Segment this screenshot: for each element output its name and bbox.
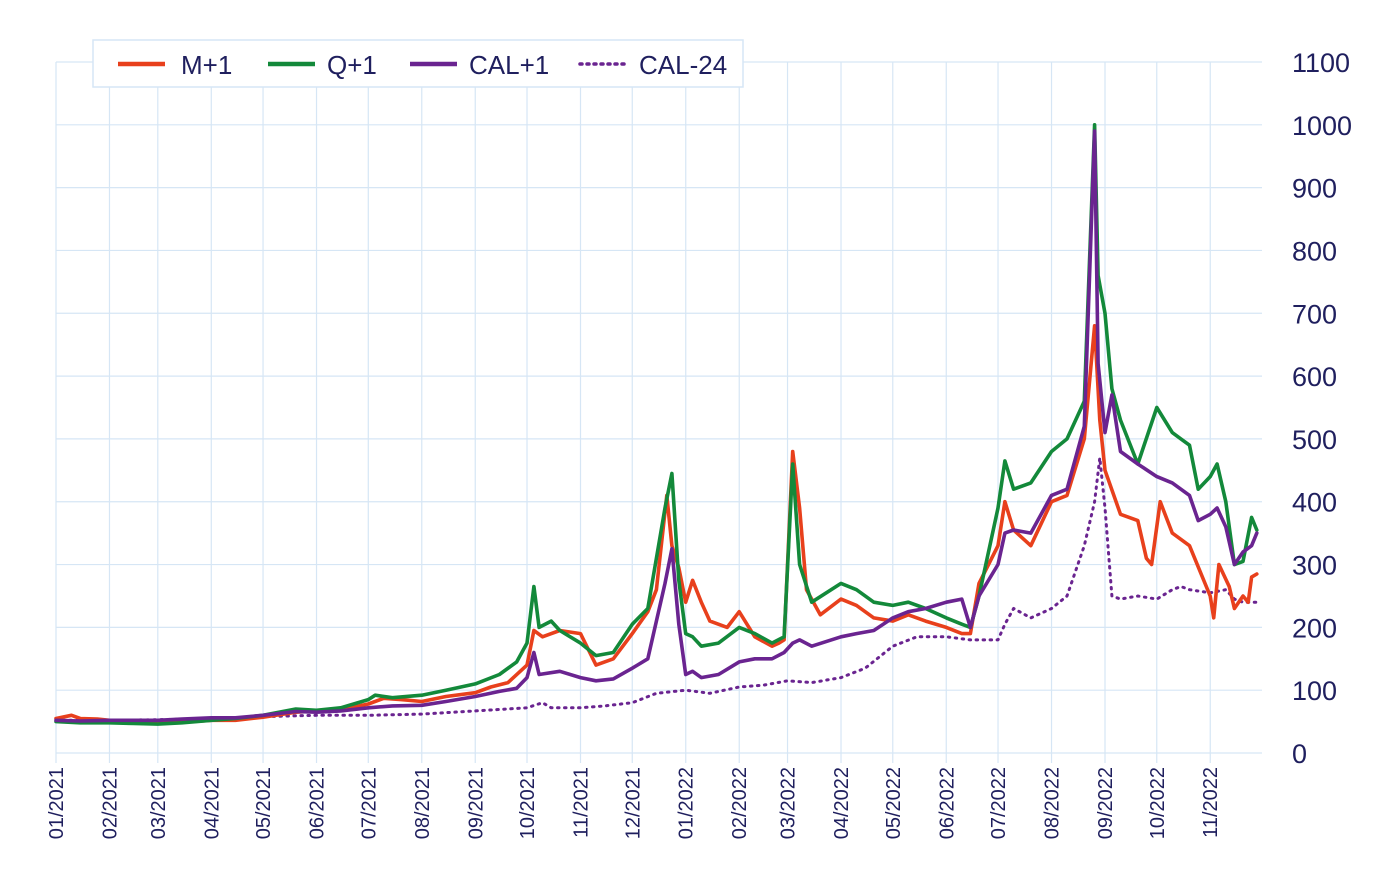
y-tick-label: 1000 bbox=[1292, 111, 1352, 141]
series-line-cal-24 bbox=[54, 456, 1259, 722]
x-tick-label: 09/2022 bbox=[1095, 767, 1117, 839]
y-tick-label: 700 bbox=[1292, 299, 1337, 329]
x-tick-label: 05/2021 bbox=[253, 767, 275, 839]
x-tick-label: 03/2022 bbox=[778, 767, 800, 839]
x-tick-label: 02/2021 bbox=[99, 767, 121, 839]
x-tick-label: 08/2021 bbox=[412, 767, 434, 839]
x-tick-label: 01/2022 bbox=[676, 767, 698, 839]
x-tick-label: 11/2021 bbox=[570, 767, 592, 838]
series-line-cal-1 bbox=[54, 129, 1259, 723]
x-tick-label: 06/2022 bbox=[936, 767, 958, 839]
y-tick-label: 800 bbox=[1292, 236, 1337, 266]
y-tick-label: 400 bbox=[1292, 488, 1337, 518]
x-tick-label: 04/2021 bbox=[201, 767, 223, 839]
x-tick-label: 02/2022 bbox=[729, 767, 751, 839]
y-tick-label: 1100 bbox=[1292, 48, 1350, 78]
legend-label-q1: Q+1 bbox=[327, 50, 377, 80]
x-tick-label: 10/2022 bbox=[1147, 767, 1169, 839]
x-tick-label: 08/2022 bbox=[1042, 767, 1064, 839]
legend-label-cal1: CAL+1 bbox=[469, 50, 549, 80]
y-tick-label: 200 bbox=[1292, 613, 1337, 643]
y-tick-label: 500 bbox=[1292, 425, 1337, 455]
x-tick-label: 10/2021 bbox=[517, 767, 539, 839]
y-axis-tick-labels: 0 100 200 300 400 500 600 700 800 900 1000 1100 bbox=[1292, 48, 1352, 769]
y-tick-label: 900 bbox=[1292, 174, 1337, 204]
series-line-m-1 bbox=[54, 324, 1259, 724]
x-tick-label: 09/2021 bbox=[465, 767, 487, 839]
legend-label-cal24: CAL-24 bbox=[639, 50, 727, 80]
legend-label-m1: M+1 bbox=[181, 50, 232, 80]
y-tick-label: 300 bbox=[1292, 551, 1337, 581]
series-layer bbox=[54, 123, 1259, 726]
y-tick-label: 0 bbox=[1292, 739, 1307, 769]
y-tick-label: 600 bbox=[1292, 362, 1337, 392]
x-tick-label: 12/2021 bbox=[622, 767, 644, 839]
x-axis-tick-labels: 01/2021 02/2021 03/2021 04/2021 05/2021 06/20… bbox=[46, 767, 1222, 839]
x-tick-label: 11/2022 bbox=[1200, 767, 1222, 838]
x-tick-label: 01/2021 bbox=[46, 767, 68, 839]
x-tick-label: 07/2021 bbox=[358, 767, 380, 839]
x-tick-label: 04/2022 bbox=[831, 767, 853, 839]
x-tick-label: 05/2022 bbox=[883, 767, 905, 839]
y-tick-label: 100 bbox=[1292, 676, 1337, 706]
legend: M+1 Q+1 CAL+1 CAL-24 bbox=[92, 39, 744, 88]
series-line-q-1 bbox=[54, 123, 1259, 726]
x-tick-label: 03/2021 bbox=[148, 767, 170, 839]
x-tick-label: 07/2022 bbox=[988, 767, 1010, 839]
x-tick-label: 06/2021 bbox=[307, 767, 329, 839]
gridlines bbox=[55, 61, 1262, 763]
